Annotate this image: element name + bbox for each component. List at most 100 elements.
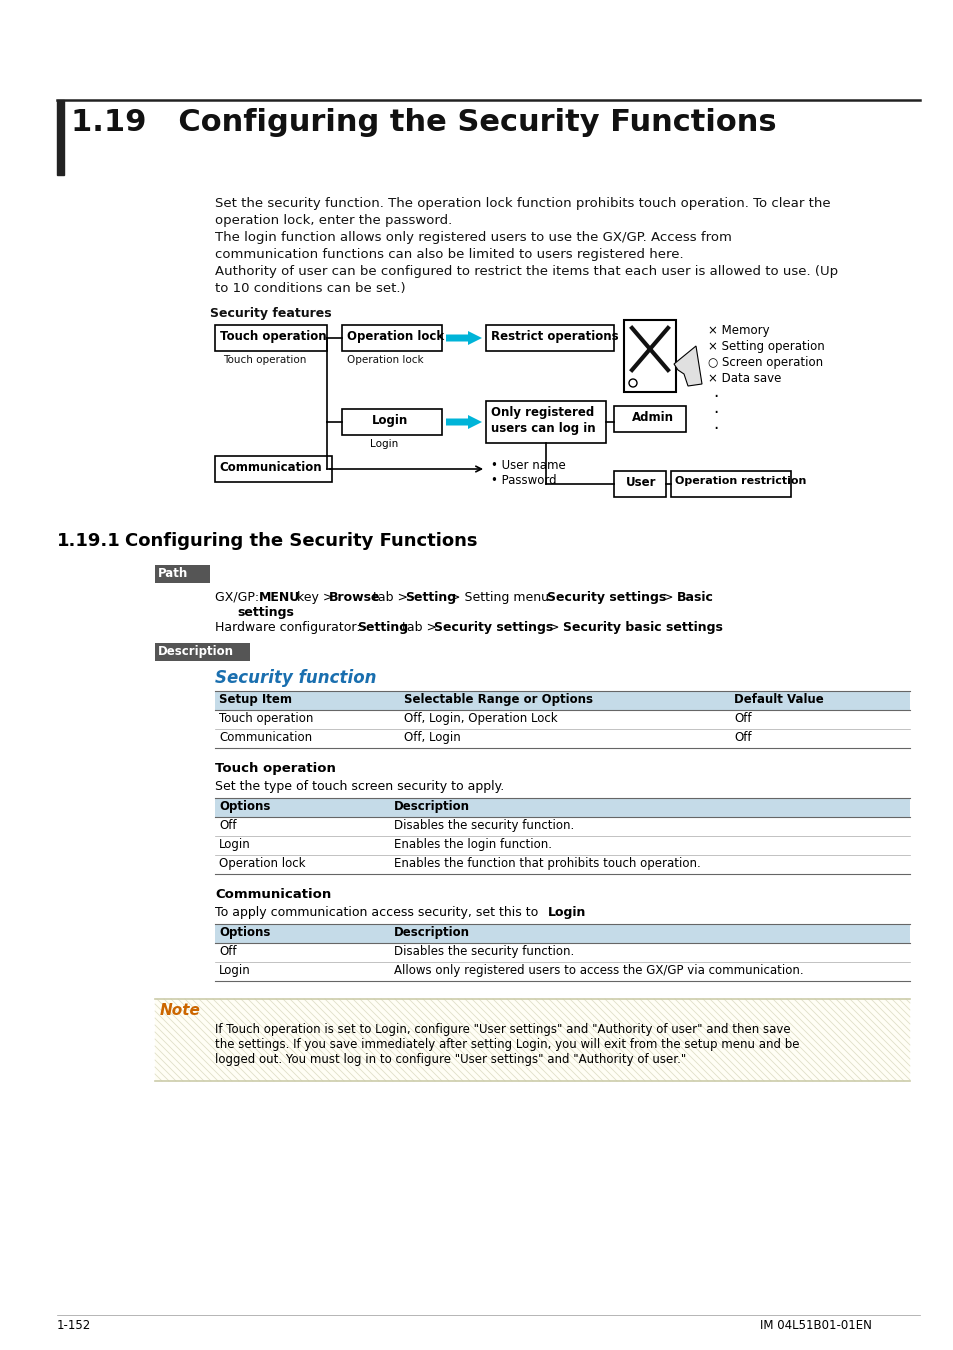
Text: ·: · <box>712 420 718 437</box>
Bar <box>154 643 250 662</box>
Polygon shape <box>446 414 481 429</box>
Text: Off: Off <box>219 945 236 958</box>
Text: Set the type of touch screen security to apply.: Set the type of touch screen security to… <box>214 780 504 792</box>
Bar <box>214 456 332 482</box>
Text: Security features: Security features <box>210 306 332 320</box>
Text: Touch operation: Touch operation <box>220 329 326 343</box>
Bar <box>614 406 685 432</box>
Text: Security function: Security function <box>214 670 376 687</box>
Text: Description: Description <box>158 645 233 657</box>
Text: The login function allows only registered users to use the GX/GP. Access from: The login function allows only registere… <box>214 231 731 244</box>
Bar <box>214 923 909 944</box>
Text: Setup Item: Setup Item <box>219 693 292 706</box>
Bar <box>214 710 909 729</box>
Text: • Password: • Password <box>491 474 556 487</box>
Text: × Memory: × Memory <box>707 324 769 338</box>
Bar <box>214 729 909 748</box>
Text: Login: Login <box>370 439 397 450</box>
Text: Communication: Communication <box>219 730 312 744</box>
Bar <box>214 963 909 981</box>
Text: 1.19.1: 1.19.1 <box>57 532 121 549</box>
Bar <box>485 401 605 443</box>
Bar <box>214 325 327 351</box>
Text: Communication: Communication <box>219 460 321 474</box>
Bar <box>57 100 64 176</box>
Text: 1.19   Configuring the Security Functions: 1.19 Configuring the Security Functions <box>71 108 776 136</box>
Text: operation lock, enter the password.: operation lock, enter the password. <box>214 215 452 227</box>
Text: If Touch operation is set to Login, configure "User settings" and "Authority of : If Touch operation is set to Login, conf… <box>214 1023 790 1035</box>
Text: Description: Description <box>394 926 470 940</box>
Text: Off, Login: Off, Login <box>403 730 460 744</box>
Text: Off: Off <box>219 819 236 832</box>
Text: Login: Login <box>372 414 408 427</box>
Text: communication functions can also be limited to users registered here.: communication functions can also be limi… <box>214 248 683 261</box>
Text: the settings. If you save immediately after setting Login, you will exit from th: the settings. If you save immediately af… <box>214 1038 799 1052</box>
Polygon shape <box>673 346 701 386</box>
Text: Set the security function. The operation lock function prohibits touch operation: Set the security function. The operation… <box>214 197 830 211</box>
Text: Restrict operations: Restrict operations <box>491 329 618 343</box>
Bar <box>623 320 676 392</box>
Bar <box>341 409 441 435</box>
Text: User: User <box>625 477 656 489</box>
Text: Authority of user can be configured to restrict the items that each user is allo: Authority of user can be configured to r… <box>214 265 838 278</box>
Text: Hardware configurator:: Hardware configurator: <box>214 621 364 634</box>
Text: Disables the security function.: Disables the security function. <box>394 819 574 832</box>
Text: Description: Description <box>394 801 470 813</box>
Text: logged out. You must log in to configure "User settings" and "Authority of user.: logged out. You must log in to configure… <box>214 1053 685 1066</box>
Text: Browse: Browse <box>329 591 380 603</box>
Bar <box>341 325 441 351</box>
Bar <box>154 999 909 1081</box>
Text: Operation lock: Operation lock <box>347 355 423 364</box>
Bar <box>214 798 909 817</box>
Text: Off: Off <box>733 730 751 744</box>
Text: IM 04L51B01-01EN: IM 04L51B01-01EN <box>760 1319 871 1332</box>
Text: ○ Screen operation: ○ Screen operation <box>707 356 822 369</box>
Text: MENU: MENU <box>258 591 300 603</box>
Text: Touch operation: Touch operation <box>214 761 335 775</box>
Text: × Data save: × Data save <box>707 373 781 385</box>
Text: Admin: Admin <box>631 410 673 424</box>
Text: Operation lock: Operation lock <box>219 857 305 869</box>
Text: Login: Login <box>219 964 251 977</box>
Bar <box>485 325 614 351</box>
Text: Enables the login function.: Enables the login function. <box>394 838 552 850</box>
Text: ·: · <box>712 404 718 423</box>
Bar <box>214 944 909 963</box>
Text: • User name: • User name <box>491 459 565 472</box>
Text: Off, Login, Operation Lock: Off, Login, Operation Lock <box>403 711 558 725</box>
Text: > Setting menu: > Setting menu <box>446 591 553 603</box>
Text: Only registered: Only registered <box>491 406 594 418</box>
Text: Operation restriction: Operation restriction <box>675 477 805 486</box>
Text: Default Value: Default Value <box>733 693 822 706</box>
Text: To apply communication access security, set this to: To apply communication access security, … <box>214 906 541 919</box>
Text: 1-152: 1-152 <box>57 1319 91 1332</box>
Text: Allows only registered users to access the GX/GP via communication.: Allows only registered users to access t… <box>394 964 802 977</box>
Bar <box>670 471 790 497</box>
Text: Options: Options <box>219 926 270 940</box>
Text: Setting: Setting <box>356 621 408 634</box>
Text: Security settings: Security settings <box>546 591 665 603</box>
Bar <box>214 836 909 855</box>
Text: × Setting operation: × Setting operation <box>707 340 824 352</box>
Text: Login: Login <box>219 838 251 850</box>
Circle shape <box>628 379 637 387</box>
Text: Login: Login <box>547 906 586 919</box>
Text: >: > <box>544 621 563 634</box>
Bar <box>214 691 909 710</box>
Text: Off: Off <box>733 711 751 725</box>
Text: ·: · <box>712 387 718 406</box>
Text: tab >: tab > <box>397 621 440 634</box>
Text: tab >: tab > <box>369 591 412 603</box>
Text: GX/GP:: GX/GP: <box>214 591 263 603</box>
Text: settings: settings <box>236 606 294 620</box>
Polygon shape <box>446 331 481 346</box>
Text: Options: Options <box>219 801 270 813</box>
Text: Communication: Communication <box>214 888 331 900</box>
Text: Touch operation: Touch operation <box>223 355 306 364</box>
Text: .: . <box>576 906 579 919</box>
Text: Configuring the Security Functions: Configuring the Security Functions <box>125 532 477 549</box>
Text: to 10 conditions can be set.): to 10 conditions can be set.) <box>214 282 405 296</box>
Text: Security settings: Security settings <box>434 621 553 634</box>
Text: Note: Note <box>160 1003 201 1018</box>
Text: Touch operation: Touch operation <box>219 711 313 725</box>
